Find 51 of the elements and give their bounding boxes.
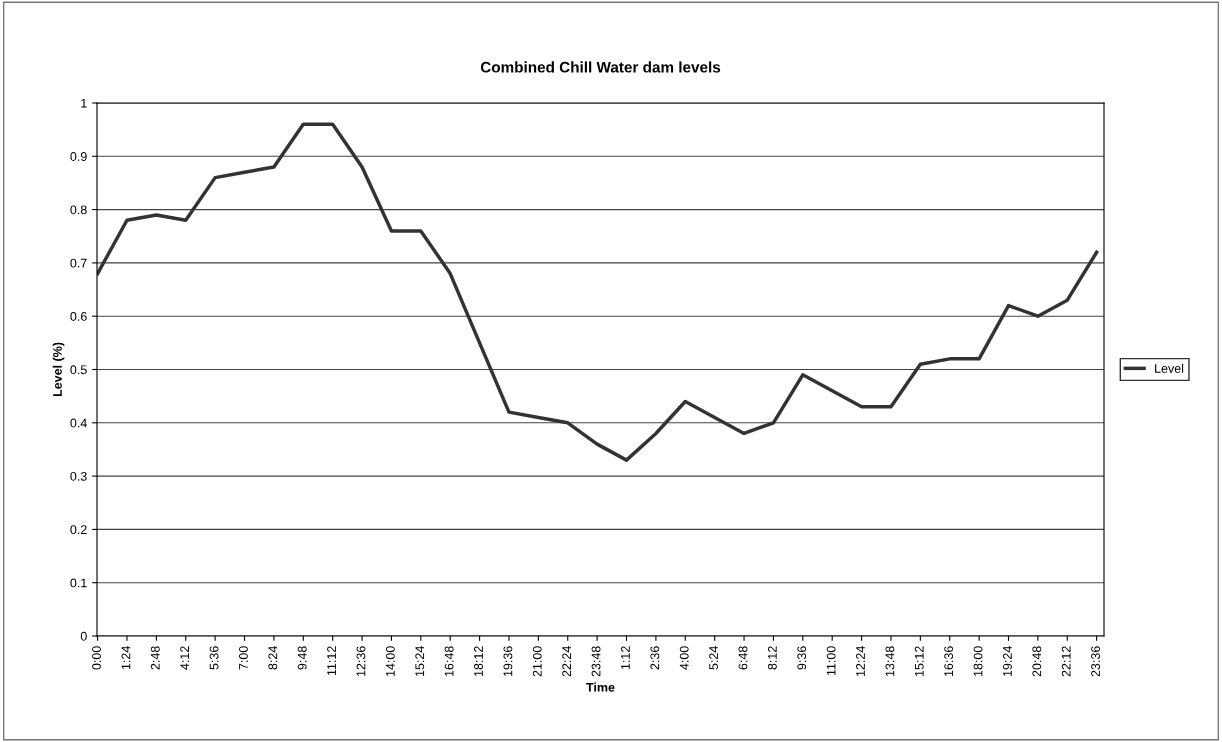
y-tick-label: 0.3 — [70, 471, 87, 481]
x-axis-title: Time — [586, 682, 615, 692]
x-tick-label: 2:36 — [650, 646, 660, 670]
y-tick-label: 0.4 — [70, 418, 87, 428]
y-tick-label: 0.1 — [70, 578, 87, 588]
x-tick-label: 16:36 — [944, 646, 954, 677]
y-tick-label: 0.7 — [70, 258, 87, 268]
x-tick-label: 23:48 — [591, 646, 601, 677]
x-tick-label: 2:48 — [150, 646, 160, 670]
x-tick-label: 16:48 — [444, 646, 454, 677]
x-tick-label: 4:00 — [679, 646, 689, 670]
y-tick-label: 0.5 — [70, 365, 87, 375]
x-tick-label: 15:24 — [415, 646, 425, 677]
x-tick-label: 8:24 — [268, 646, 278, 670]
x-tick-label: 12:24 — [856, 646, 865, 677]
x-tick-label: 18:12 — [474, 646, 483, 677]
x-tick-label: 11:12 — [327, 646, 336, 676]
y-tick-label: 0.9 — [70, 152, 87, 161]
x-tick-label: 5:24 — [709, 646, 719, 670]
chart-title: Combined Chill Water dam levels — [480, 61, 721, 73]
x-tick-label: 21:00 — [532, 646, 542, 677]
x-tick-label: 19:36 — [503, 646, 513, 677]
x-tick-label: 6:48 — [738, 646, 748, 670]
x-tick-label: 8:12 — [767, 646, 777, 670]
x-tick-label: 9:48 — [297, 646, 307, 670]
x-tick-label: 9:36 — [797, 646, 807, 670]
x-tick-label: 7:00 — [239, 646, 248, 670]
x-tick-label: 12:36 — [356, 646, 366, 677]
legend-label: Level — [1155, 363, 1184, 373]
y-tick-label: 0.8 — [70, 205, 87, 215]
y-tick-label: 0.6 — [70, 312, 87, 321]
x-tick-label: 5:36 — [209, 646, 219, 670]
x-tick-label: 1:24 — [121, 646, 131, 670]
x-tick-label: 18:00 — [973, 646, 983, 677]
x-tick-label: 14:00 — [385, 646, 395, 677]
x-tick-label: 15:12 — [914, 646, 924, 677]
x-tick-label: 0:00 — [92, 646, 101, 670]
x-tick-label: 1:12 — [621, 646, 630, 670]
x-tick-label: 22:12 — [1061, 646, 1071, 677]
x-tick-label: 20:48 — [1032, 646, 1042, 677]
x-tick-label: 11:00 — [826, 646, 836, 676]
y-tick-label: 0 — [80, 631, 87, 641]
x-tick-label: 23:36 — [1091, 646, 1101, 677]
y-tick-label: 1 — [81, 98, 87, 108]
x-tick-label: 22:24 — [562, 646, 571, 677]
y-tick-label: 0.2 — [70, 525, 87, 535]
x-tick-label: 13:48 — [885, 646, 895, 677]
x-tick-label: 4:12 — [180, 646, 189, 670]
line-series — [97, 122, 1099, 462]
x-tick-label: 19:24 — [1003, 646, 1012, 677]
y-axis-title: Level (%) — [52, 342, 65, 397]
